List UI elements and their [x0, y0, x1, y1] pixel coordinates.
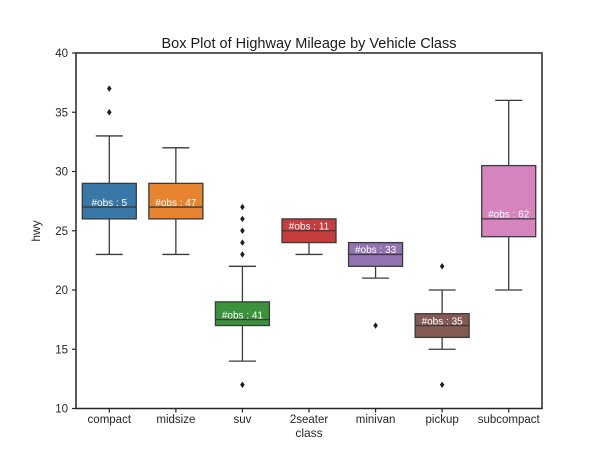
- y-tick-label: 25: [55, 226, 68, 238]
- chart-title: Box Plot of Highway Mileage by Vehicle C…: [162, 36, 457, 52]
- obs-count-label-2seater: #obs : 11: [289, 222, 330, 233]
- x-tick-label-midsize: midsize: [156, 414, 195, 426]
- y-tick-label: 20: [55, 285, 68, 297]
- obs-count-label-midsize: #obs : 47: [155, 198, 197, 209]
- outlier-minivan: [373, 322, 378, 329]
- y-axis-title: hwy: [29, 220, 43, 241]
- x-axis-title: class: [295, 426, 322, 440]
- obs-count-label-compact: #obs : 5: [91, 198, 127, 209]
- outlier-suv: [240, 227, 245, 234]
- outlier-suv: [240, 381, 245, 388]
- outlier-suv: [240, 239, 245, 246]
- outlier-suv: [240, 251, 245, 258]
- box-midsize: [148, 182, 204, 220]
- axes-spine: [75, 52, 543, 410]
- outlier-compact: [106, 109, 112, 116]
- outlier-pickup: [439, 381, 445, 388]
- outlier-suv: [240, 215, 245, 223]
- y-tick-label: 10: [55, 404, 68, 416]
- plot-elements: 10 15 20 25 30 35 40 compact midsize suv 2seater mi…: [55, 48, 543, 426]
- x-tick-label-pickup: pickup: [426, 414, 459, 426]
- x-tick-label-compact: compact: [88, 414, 132, 426]
- outlier-compact: [106, 85, 112, 92]
- y-tick-label: 40: [55, 48, 68, 60]
- outlier-suv: [240, 203, 245, 211]
- obs-count-label-pickup: #obs : 35: [422, 316, 464, 327]
- x-tick-label-minivan: minivan: [356, 414, 396, 426]
- outlier-pickup: [439, 263, 445, 270]
- x-tick-label-subcompact: subcompact: [478, 414, 541, 426]
- y-tick-label: 35: [55, 107, 68, 119]
- x-tick-label-2seater: 2seater: [290, 414, 329, 426]
- y-tick-label: 15: [55, 344, 68, 356]
- obs-count-label-minivan: #obs : 33: [355, 245, 397, 256]
- y-tick-label: 30: [55, 167, 68, 179]
- box-subcompact: [481, 164, 537, 238]
- box-compact: [81, 182, 137, 220]
- obs-count-label-suv: #obs : 41: [222, 310, 264, 321]
- x-tick-label-suv: suv: [233, 414, 251, 426]
- obs-count-label-subcompact: #obs : 62: [488, 210, 530, 221]
